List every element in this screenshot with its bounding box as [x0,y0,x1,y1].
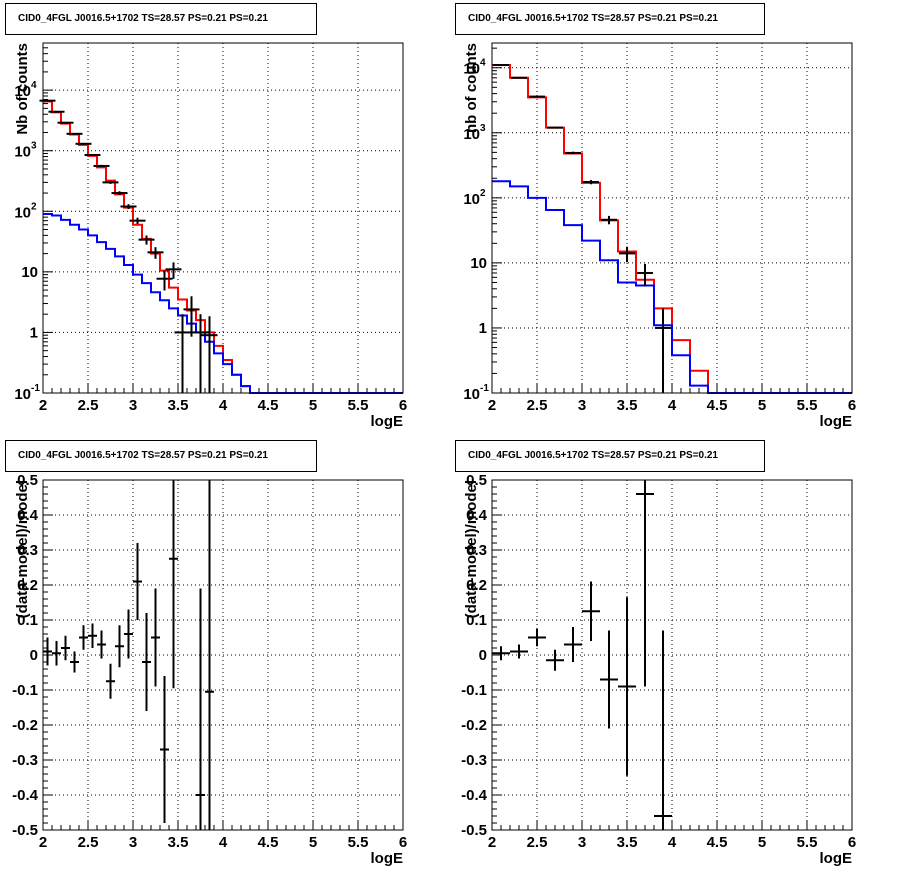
plot-frame [42,42,404,394]
y-tick-label: 10 [463,386,480,403]
y-tick-label: -0.2 [12,717,38,734]
x-tick-label: 3 [578,834,586,851]
y-tick-label: 0 [30,647,38,664]
y-tick-label-exponent: 2 [31,201,37,212]
y-axis-label: (data-model)/model [14,480,31,618]
x-axis-label: logE [371,850,404,867]
x-axis-label: logE [820,413,853,430]
x-tick-label: 3 [129,834,137,851]
x-tick-label: 5.5 [348,397,369,414]
y-tick-label: 10 [463,191,480,208]
plot-frame [42,479,404,831]
y-tick-label: 10 [463,126,480,143]
y-axis-label: Nb of counts [14,43,31,135]
x-tick-label: 4 [219,834,228,851]
y-tick-label: 10 [470,255,487,272]
y-tick-label: -0.1 [12,682,38,699]
x-tick-label: 5 [309,397,317,414]
x-tick-label: 3.5 [617,834,638,851]
y-tick-label: -0.5 [461,822,487,839]
x-tick-label: 3.5 [617,397,638,414]
x-tick-label: 2.5 [78,834,99,851]
y-tick-label: 10 [21,264,38,281]
y-tick-label: -0.3 [12,752,38,769]
y-tick-label: 0.5 [466,472,487,489]
y-tick-label: -0.1 [461,682,487,699]
y-tick-label: 0.5 [17,472,38,489]
x-tick-label: 4.5 [258,834,279,851]
panel-title: CID0_4FGL J0016.5+1702 TS=28.57 PS=0.21 … [455,440,765,472]
x-tick-label: 2.5 [527,397,548,414]
y-tick-label: 0.3 [466,542,487,559]
y-tick-label-exponent: 4 [480,58,486,69]
x-tick-label: 6 [848,834,856,851]
x-tick-label: 5.5 [797,397,818,414]
y-tick-label-exponent: 4 [31,80,37,91]
y-tick-label-exponent: 3 [480,123,486,134]
x-tick-label: 2 [39,397,47,414]
panel-title: CID0_4FGL J0016.5+1702 TS=28.57 PS=0.21 … [5,440,317,472]
y-tick-label: -0.2 [461,717,487,734]
panel-title: CID0_4FGL J0016.5+1702 TS=28.57 PS=0.21 … [455,3,765,35]
y-tick-label: -0.4 [12,787,39,804]
y-tick-label: 10 [14,204,31,221]
y-tick-label-exponent: 2 [480,188,486,199]
plot-area [43,43,403,393]
y-tick-label-exponent: 3 [31,141,37,152]
y-axis-label: nb of counts [463,43,480,133]
y-tick-label: 10 [14,386,31,403]
y-tick-label: -0.3 [461,752,487,769]
y-tick-label: 0.3 [17,542,38,559]
x-axis-label: logE [820,850,853,867]
y-tick-label: 0.4 [466,507,488,524]
y-tick-label: 10 [14,144,31,161]
y-tick-label: 1 [479,320,487,337]
y-tick-label: 0.2 [466,577,487,594]
y-axis-label: (data-model)/model [463,480,480,618]
panel-title: CID0_4FGL J0016.5+1702 TS=28.57 PS=0.21 … [5,3,317,35]
x-tick-label: 4.5 [707,397,728,414]
y-tick-label: 10 [14,83,31,100]
x-tick-label: 3 [129,397,137,414]
y-tick-label: 10 [463,61,480,78]
y-tick-label: 0.1 [466,612,487,629]
y-tick-label-exponent: -1 [480,383,489,394]
x-tick-label: 4 [668,834,677,851]
x-tick-label: 6 [399,834,407,851]
x-tick-label: 2 [488,397,496,414]
x-tick-label: 5.5 [797,834,818,851]
x-tick-label: 3 [578,397,586,414]
plot-frame [491,42,853,394]
x-tick-label: 5 [758,834,766,851]
x-tick-label: 3.5 [168,397,189,414]
x-tick-label: 5 [758,397,766,414]
x-tick-label: 2.5 [527,834,548,851]
y-tick-label: -0.4 [461,787,488,804]
x-tick-label: 4.5 [707,834,728,851]
x-axis-label: logE [371,413,404,430]
y-tick-label: 0.1 [17,612,38,629]
y-tick-label: 0 [479,647,487,664]
x-tick-label: 2 [488,834,496,851]
x-tick-label: 4 [219,397,228,414]
x-tick-label: 5.5 [348,834,369,851]
x-tick-label: 2 [39,834,47,851]
x-tick-label: 4 [668,397,677,414]
x-tick-label: 4.5 [258,397,279,414]
x-tick-label: 6 [848,397,856,414]
x-tick-label: 2.5 [78,397,99,414]
y-tick-label: 0.4 [17,507,39,524]
y-tick-label: 1 [30,324,38,341]
x-tick-label: 5 [309,834,317,851]
x-tick-label: 6 [399,397,407,414]
x-tick-label: 3.5 [168,834,189,851]
y-tick-label: 0.2 [17,577,38,594]
y-tick-label: -0.5 [12,822,38,839]
y-tick-label-exponent: -1 [31,383,40,394]
plot-frame [491,479,853,831]
